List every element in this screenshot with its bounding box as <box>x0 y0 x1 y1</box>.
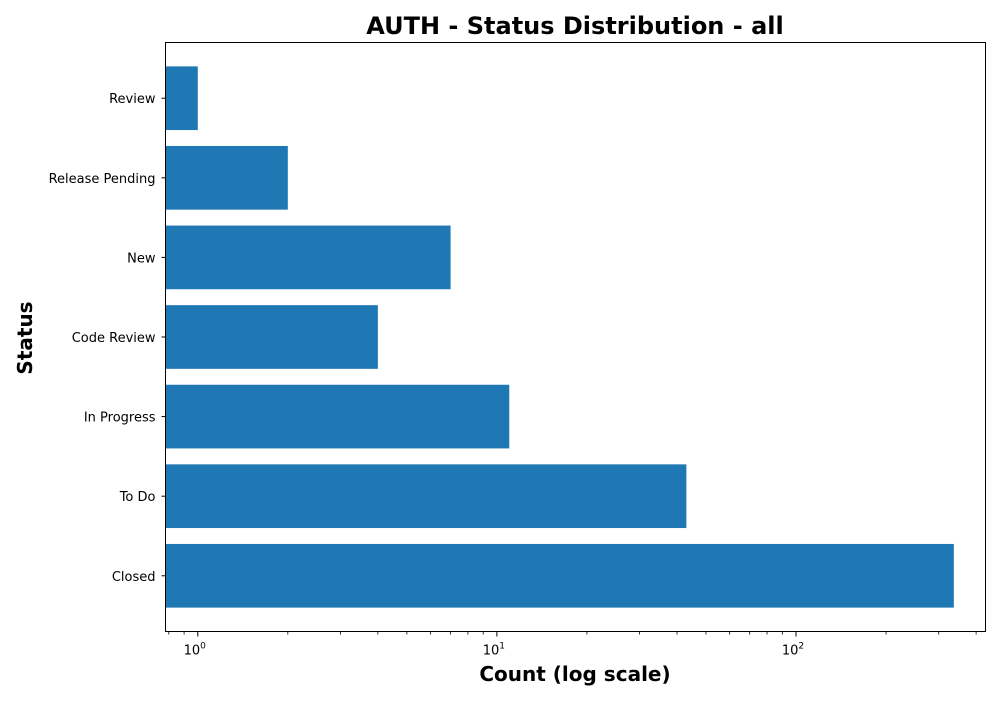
bar-code-review <box>165 305 378 369</box>
bars-layer <box>165 66 954 608</box>
y-tick-label: To Do <box>119 490 156 505</box>
bar-to-do <box>165 464 687 529</box>
x-axis-label: Count (log scale) <box>479 662 670 686</box>
chart-title: AUTH - Status Distribution - all <box>366 12 783 40</box>
plot-frame <box>165 42 986 632</box>
y-tick-label: Closed <box>112 570 156 585</box>
x-tick-label: 100 <box>184 642 207 659</box>
y-tick-label: Code Review <box>72 331 156 346</box>
x-tick-label: 102 <box>782 642 804 659</box>
bar-new <box>165 225 451 290</box>
x-tick-label: 101 <box>483 642 505 659</box>
y-tick-label: Release Pending <box>49 172 156 187</box>
bar-review <box>165 66 198 131</box>
bar-release-pending <box>165 145 288 210</box>
bar-in-progress <box>165 384 510 449</box>
y-tick-label: New <box>127 251 156 266</box>
y-axis-label: Status <box>13 301 37 374</box>
y-tick-label: In Progress <box>84 411 156 426</box>
y-tick-label: Review <box>109 92 156 107</box>
bar-closed <box>165 543 954 608</box>
ticks-layer: Closed To Do In Progress Code Review New Rele… <box>49 92 977 659</box>
